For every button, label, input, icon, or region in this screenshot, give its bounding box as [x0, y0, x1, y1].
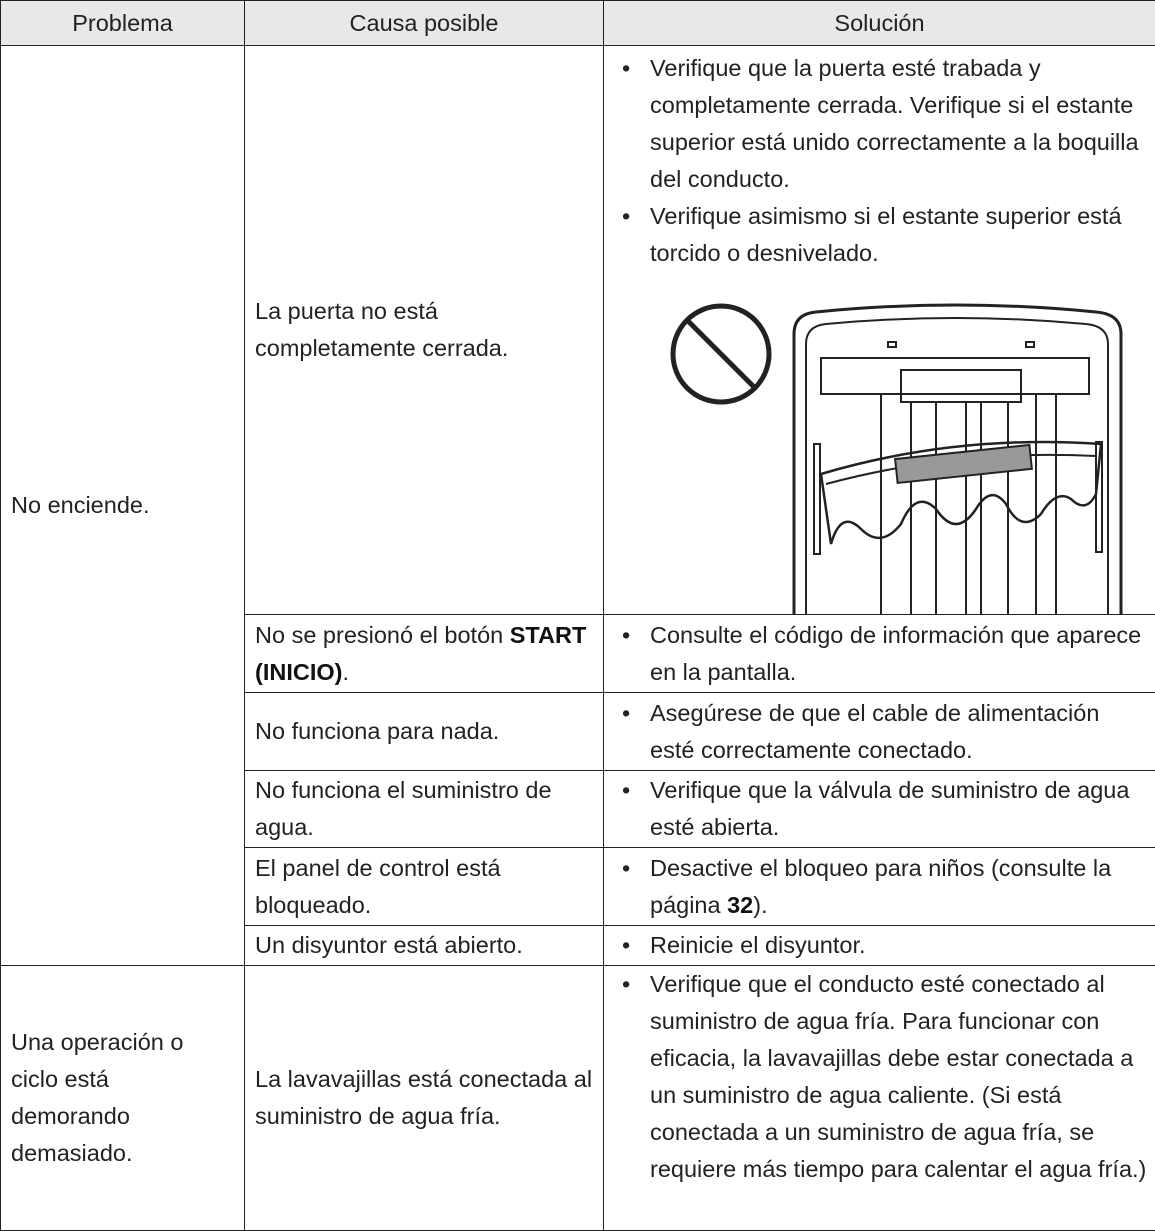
cause-cell: La lavavajillas está conectada al sumini…: [245, 966, 604, 1231]
cause-text: No se presionó el botón: [255, 622, 510, 648]
solution-item: Verifique que la puerta esté trabada y c…: [616, 50, 1147, 198]
cause-cell: No funciona para nada.: [245, 693, 604, 771]
nozzle: [888, 342, 896, 347]
cause-cell: No funciona el suministro de agua.: [245, 771, 604, 848]
header-cell: Causa posible: [245, 1, 604, 46]
cause-text: El panel de control está bloqueado.: [255, 855, 501, 918]
solution-item: Consulte el código de información que ap…: [616, 617, 1147, 691]
rack-handle: [895, 445, 1032, 483]
nozzle: [1026, 342, 1034, 347]
cause-cell: El panel de control está bloqueado.: [245, 848, 604, 926]
solution-cell: Consulte el código de información que ap…: [604, 615, 1155, 693]
solution-text: ).: [753, 892, 767, 918]
solution-item: Reinicie el disyuntor.: [616, 927, 1147, 964]
page-ref: 32: [727, 892, 753, 918]
solution-cell: Reinicie el disyuntor.: [604, 926, 1155, 966]
solution-cell: Verifique que la válvula de suministro d…: [604, 771, 1155, 848]
solution-cell: Verifique que la puerta esté trabada y c…: [604, 46, 1155, 615]
cause-text: No funciona para nada.: [255, 718, 499, 744]
spray-arm: [821, 358, 1089, 394]
header-cell: Problema: [1, 1, 245, 46]
row: Una operación o ciclo está demorando dem…: [1, 966, 1155, 1231]
solution-item: Verifique que el conducto esté conectado…: [616, 966, 1147, 1188]
problem-cell: No enciende.: [1, 46, 245, 966]
solution-cell: Verifique que el conducto esté conectado…: [604, 966, 1155, 1231]
solution-cell: Asegúrese de que el cable de alimentació…: [604, 693, 1155, 771]
header-row: Problema Causa posible Solución: [1, 1, 1155, 46]
header-cell: Solución: [604, 1, 1155, 46]
solution-cell: Desactive el bloqueo para niños (consult…: [604, 848, 1155, 926]
solution-item: Verifique asimismo si el estante superio…: [616, 198, 1147, 272]
problem-cell: Una operación o ciclo está demorando dem…: [1, 966, 245, 1231]
rails: [814, 394, 1102, 614]
solution-item: Verifique que la válvula de suministro d…: [616, 772, 1147, 846]
solution-item: Desactive el bloqueo para niños (consult…: [616, 850, 1147, 924]
cause-text: La lavavajillas está conectada al sumini…: [255, 1066, 592, 1129]
cause-text: No funciona el suministro de agua.: [255, 777, 552, 840]
cause-text: La puerta no está completamente cerrada.: [255, 298, 508, 361]
row: No enciende. La puerta no está completam…: [1, 46, 1155, 615]
cause-cell: Un disyuntor está abierto.: [245, 926, 604, 966]
cause-text: Un disyuntor está abierto.: [255, 932, 523, 958]
solution-text: Desactive el bloqueo para niños (consult…: [650, 855, 1111, 918]
cause-cell: La puerta no está completamente cerrada.: [245, 46, 604, 615]
spray-hub: [901, 370, 1021, 402]
cause-text: .: [342, 659, 349, 685]
cause-cell: No se presionó el botón START (INICIO).: [245, 615, 604, 693]
solution-item: Asegúrese de que el cable de alimentació…: [616, 695, 1147, 769]
illustration: [616, 284, 1146, 614]
solution-list: Verifique que la puerta esté trabada y c…: [616, 50, 1147, 272]
prohibition-slash: [687, 320, 755, 388]
